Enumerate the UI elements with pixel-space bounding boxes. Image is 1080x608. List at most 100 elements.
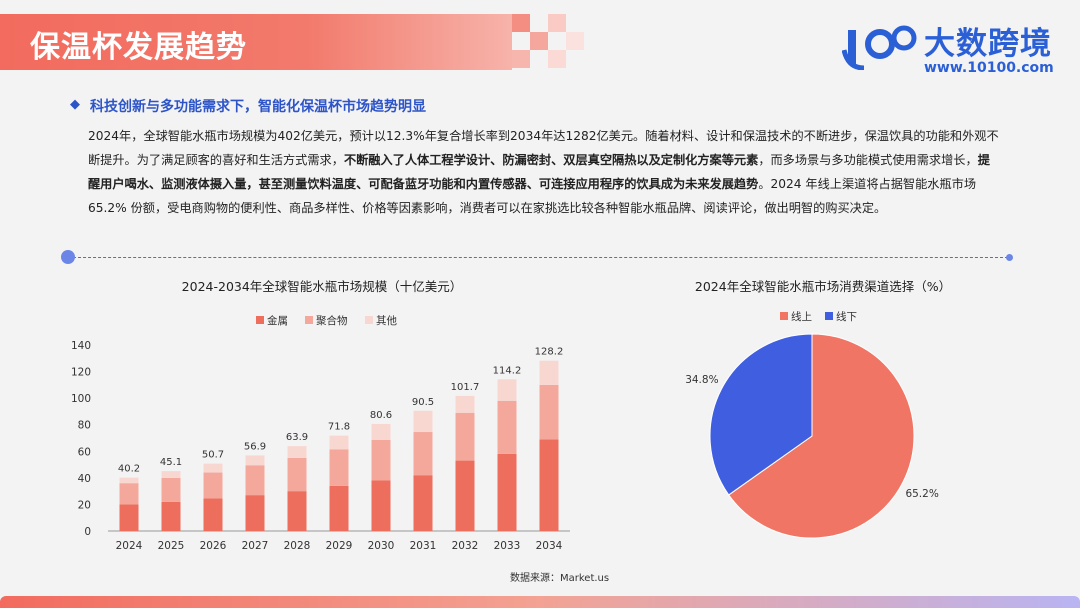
bar-segment [539, 384, 559, 440]
logo-url: www.10100.com [924, 60, 1054, 76]
legend-label: 聚合物 [316, 314, 348, 327]
body-paragraph: 2024年，全球智能水瓶市场规模为402亿美元，预计以12.3%年复合增长率到2… [88, 124, 1000, 220]
legend-swatch [780, 312, 788, 320]
bar-segment [119, 477, 139, 484]
deco-square [548, 14, 566, 32]
pie-chart-legend: 线上 线下 [780, 310, 857, 323]
bar-total-label: 114.2 [493, 365, 522, 376]
x-tick-label: 2025 [158, 540, 185, 552]
paragraph-run-bold: 不断融入了人体工程学设计、防漏密封、双层真空隔热以及定制化方案等元素 [343, 153, 759, 167]
y-tick-label: 120 [71, 367, 91, 379]
x-tick-label: 2030 [368, 540, 395, 552]
bar-segment [203, 498, 223, 531]
bar-total-label: 40.2 [118, 464, 140, 475]
legend-swatch [365, 316, 373, 324]
y-tick-label: 20 [78, 499, 91, 511]
legend-swatch [305, 316, 313, 324]
bar-segment [371, 423, 391, 440]
bar-segment [245, 455, 265, 466]
x-tick-label: 2026 [200, 540, 227, 552]
y-tick-label: 60 [78, 446, 91, 458]
bar-segment [329, 449, 349, 486]
paragraph-run: 。2024 年线上渠道将占据智能水瓶市场 65.2% 份额，受电商购物的便利性、… [88, 177, 977, 215]
x-tick-label: 2028 [284, 540, 311, 552]
bar-chart-legend: 金属 聚合物 其他 [256, 314, 397, 327]
k100-logo-icon [842, 25, 917, 70]
paragraph-run: 2024年，全球智能水瓶市场规模为402亿美元，预计以12.3%年复合增长率到2… [88, 129, 999, 167]
legend-label: 其他 [376, 314, 397, 327]
bar-segment [371, 480, 391, 531]
legend-label: 线上 [791, 310, 812, 323]
bottom-band [0, 596, 1080, 608]
y-tick-label: 140 [71, 340, 91, 352]
bar-segment [371, 439, 391, 481]
divider-dot [61, 250, 75, 264]
pie-slice-label: 65.2% [905, 488, 938, 500]
bar-segment [455, 412, 475, 461]
pie-chart-slices: 65.2% 34.8% [685, 333, 939, 539]
y-tick-label: 80 [78, 420, 91, 432]
section-divider [68, 257, 1008, 258]
channel-pie-chart: 2024年全球智能水瓶市场消费渠道选择（%） 线上 线下 65.2% 34.8% [685, 279, 951, 539]
market-size-bar-chart: 2024-2034年全球智能水瓶市场规模（十亿美元） 金属 聚合物 其他 0 20 40… [71, 279, 570, 552]
bar-segment [161, 501, 181, 531]
legend-swatch [825, 312, 833, 320]
bar-segment [161, 471, 181, 478]
bar-total-label: 71.8 [328, 422, 350, 433]
data-source: 数据来源：Market.us [510, 573, 610, 584]
deco-square [548, 50, 566, 68]
legend-label: 线下 [836, 310, 857, 323]
bar-chart-bars: 40.2 45.1 50.7 56.9 63.9 71.8 80.6 90.5 101.7 114… [118, 347, 563, 531]
bar-segment [245, 465, 265, 496]
bar-segment [203, 463, 223, 473]
bar-segment [119, 504, 139, 531]
bar-total-label: 63.9 [286, 432, 308, 443]
diamond-icon: ◆ [70, 97, 80, 112]
bar-segment [413, 432, 433, 476]
y-tick-label: 0 [84, 526, 91, 538]
bar-segment [329, 435, 349, 450]
pie-chart-title: 2024年全球智能水瓶市场消费渠道选择（%） [695, 279, 951, 294]
deco-square [512, 14, 530, 32]
bar-total-label: 101.7 [451, 382, 480, 393]
bar-segment [329, 485, 349, 531]
bar-segment [203, 472, 223, 499]
bar-total-label: 45.1 [160, 457, 182, 468]
bar-segment [119, 483, 139, 505]
bar-segment [497, 453, 517, 531]
bar-segment [497, 379, 517, 401]
logo-text: 大数跨境 [924, 26, 1052, 62]
bar-total-label: 56.9 [244, 441, 266, 452]
bar-total-label: 50.7 [202, 450, 224, 461]
y-tick-label: 100 [71, 393, 91, 405]
bar-segment [455, 460, 475, 531]
pie-slice [709, 333, 813, 496]
bar-segment [287, 457, 307, 492]
bar-chart-title: 2024-2034年全球智能水瓶市场规模（十亿美元） [182, 279, 463, 294]
x-tick-label: 2029 [326, 540, 353, 552]
bar-segment [539, 439, 559, 531]
bar-segment [497, 400, 517, 454]
paragraph-run: ，而多场景与多功能模式使用需求增长， [758, 153, 978, 167]
divider-end-dot [1006, 254, 1013, 261]
deco-square [566, 32, 584, 50]
bar-segment [287, 446, 307, 458]
bar-segment [245, 495, 265, 531]
bar-segment [539, 360, 559, 385]
pie-slice-label: 34.8% [685, 374, 718, 386]
legend-label: 金属 [267, 314, 288, 327]
page-title: 保温杯发展趋势 [30, 30, 247, 65]
bar-total-label: 80.6 [370, 410, 392, 421]
bar-segment [413, 410, 433, 433]
bar-segment [161, 477, 181, 502]
x-tick-label: 2034 [536, 540, 563, 552]
x-tick-label: 2031 [410, 540, 437, 552]
x-tick-label: 2033 [494, 540, 521, 552]
x-tick-label: 2027 [242, 540, 269, 552]
legend-swatch [256, 316, 264, 324]
deco-square [530, 32, 548, 50]
bar-segment [413, 475, 433, 531]
bar-chart-axis: 0 20 40 60 80 100 120 140 2024 2025 2026 2027 2028 20… [71, 340, 570, 552]
bar-segment [455, 395, 475, 413]
x-tick-label: 2032 [452, 540, 479, 552]
